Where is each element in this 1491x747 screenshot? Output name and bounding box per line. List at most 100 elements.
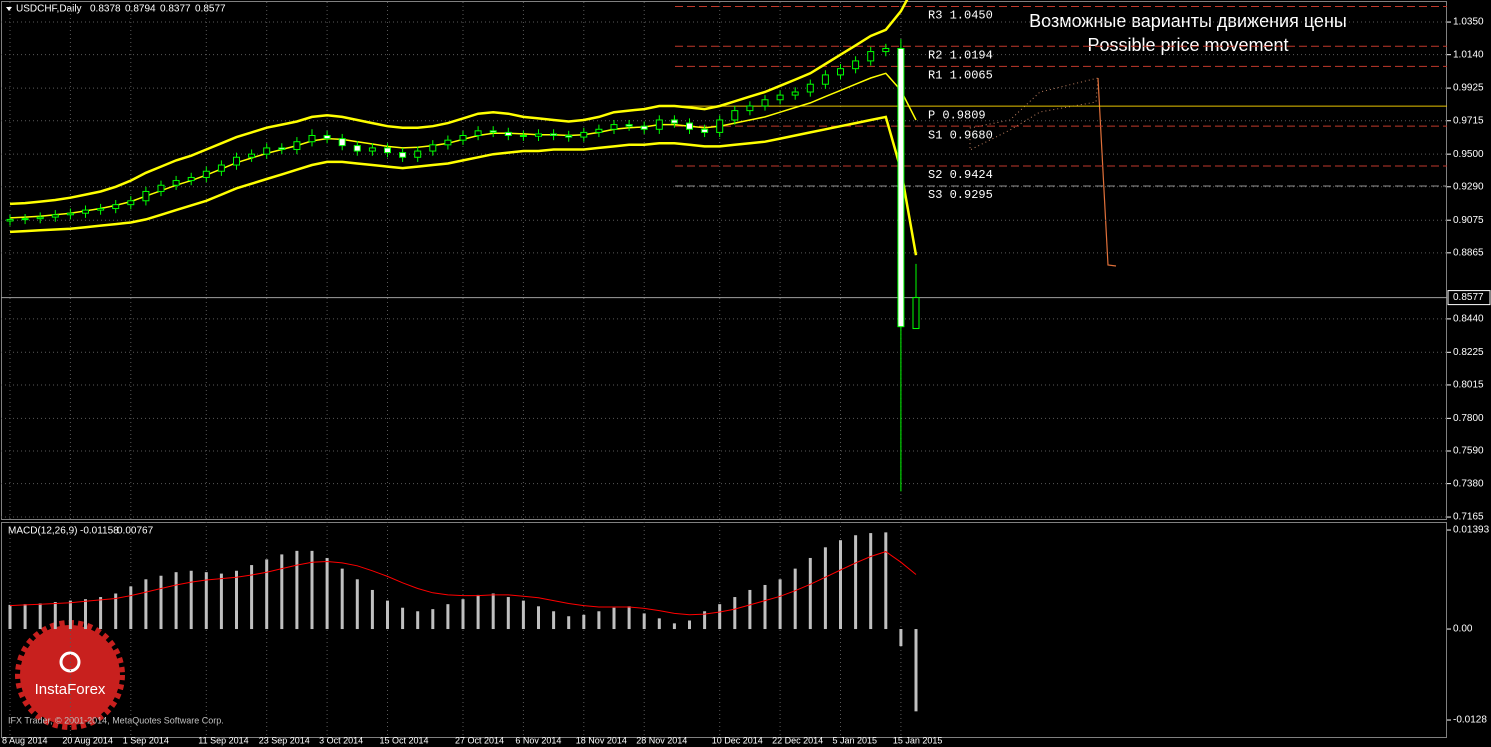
annotation: Possible price movement [1087, 35, 1288, 55]
candle-body [897, 47, 905, 328]
copyright: IFX Trader, © 2001-2014, MetaQuotes Soft… [8, 715, 224, 725]
macd-bar [582, 614, 586, 630]
forecast-path [1097, 77, 1117, 267]
candle-body [806, 83, 814, 93]
candle-body [414, 150, 422, 158]
macd-bar [446, 604, 450, 630]
y-tick-label: 0.9290 [1453, 181, 1484, 192]
candle-body [731, 110, 739, 121]
macd-bar [355, 579, 359, 630]
macd-bar [370, 589, 374, 630]
y-tick-label: 0.01393 [1453, 525, 1490, 536]
candle-body [293, 141, 301, 150]
y-tick-label: -0.0128 [1453, 715, 1487, 726]
y-tick-label: 0.9715 [1453, 115, 1484, 126]
y-tick-label: 0.8225 [1453, 347, 1484, 358]
macd-bar [763, 584, 767, 630]
x-tick-label: 28 Nov 2014 [636, 735, 687, 745]
candle-body [776, 94, 784, 101]
macd-bar [325, 557, 329, 630]
logo-text: InstaForex [35, 681, 106, 698]
pivot-label: P 0.9809 [928, 108, 986, 122]
pivot-label: R2 1.0194 [928, 48, 993, 62]
candle-body [535, 133, 542, 137]
candle-body [82, 209, 89, 214]
macd-bar [23, 604, 27, 630]
y-tick-label: 0.8015 [1453, 380, 1484, 391]
macd-bar [8, 604, 12, 630]
candle-body [399, 152, 407, 158]
macd-pane [1, 522, 1447, 738]
x-tick-label: 23 Sep 2014 [259, 735, 310, 745]
candle-body [338, 138, 346, 147]
macd-bar [99, 597, 103, 630]
candle-body [882, 47, 890, 53]
macd-bar [114, 593, 118, 630]
candle-body [127, 200, 135, 206]
candle-body [142, 190, 150, 202]
candle-body [670, 119, 678, 124]
price-pane [1, 1, 1447, 520]
candle-body [655, 119, 663, 130]
macd-bar [476, 594, 480, 630]
y-tick-label: 0.9500 [1453, 149, 1484, 160]
header-open: 0.8378 [90, 4, 121, 15]
macd-bar [491, 593, 495, 630]
macd-bar [869, 533, 873, 630]
macd-bar [778, 579, 782, 630]
pivot-label: R3 1.0450 [928, 9, 993, 23]
candle-body [233, 156, 240, 166]
band-line [9, 0, 909, 206]
header-high: 0.8794 [125, 4, 156, 15]
y-tick-label: 0.8440 [1453, 314, 1484, 325]
macd-bar [386, 600, 389, 630]
candle-body [157, 184, 165, 192]
x-tick-label: 8 Aug 2014 [2, 735, 48, 745]
candle-body [36, 216, 44, 220]
pivot-label: S1 0.9680 [928, 128, 993, 142]
macd-bar [38, 603, 42, 630]
macd-bar [748, 589, 752, 630]
candle-body [384, 147, 391, 154]
candle-body [308, 135, 316, 143]
x-tick-label: 5 Jan 2015 [833, 735, 878, 745]
candle-body [610, 124, 618, 130]
candle-body [323, 135, 331, 140]
candle-body [640, 125, 648, 130]
macd-bar [718, 604, 722, 630]
candle-body [867, 51, 875, 62]
candle-body [6, 218, 14, 222]
macd-bar [84, 599, 87, 630]
candle-body [550, 133, 558, 137]
candle-body [912, 297, 920, 330]
macd-bar [642, 613, 646, 630]
x-tick-label: 15 Jan 2015 [893, 735, 943, 745]
candle-body [565, 135, 573, 138]
candle-body [459, 135, 467, 141]
macd-bar [235, 570, 238, 630]
header-close: 0.8577 [195, 4, 226, 15]
candle-body [489, 130, 497, 133]
macd-bar [537, 606, 540, 630]
candle-body [444, 139, 452, 146]
candle-body [172, 180, 180, 186]
y-tick-label: 0.7590 [1453, 446, 1484, 457]
macd-bar [521, 600, 525, 630]
candle-body [686, 122, 693, 130]
candle-body [625, 124, 633, 127]
macd-bar [899, 629, 903, 647]
candle-body [112, 204, 120, 210]
y-tick-label: 0.7165 [1453, 512, 1484, 523]
x-tick-label: 1 Sep 2014 [123, 735, 169, 745]
macd-bar [431, 609, 435, 630]
x-tick-label: 22 Dec 2014 [772, 735, 823, 745]
macd-bar [793, 568, 797, 630]
pivot-label: S2 0.9424 [928, 168, 993, 182]
candle-body [761, 99, 769, 107]
macd-bar [129, 586, 133, 630]
y-tick-label: 1.0140 [1453, 49, 1484, 60]
pivot-label: S3 0.9295 [928, 188, 993, 202]
macd-bar [204, 572, 208, 630]
macd-bar [688, 620, 691, 630]
candle-body [791, 91, 799, 96]
